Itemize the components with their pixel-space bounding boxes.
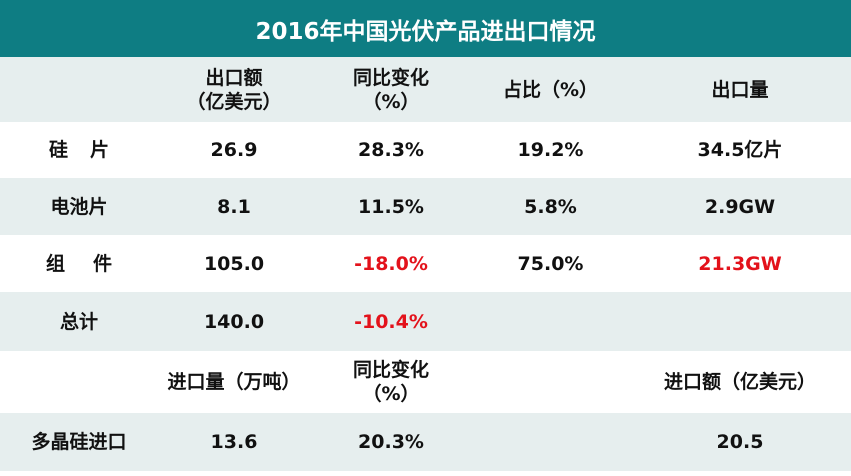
share-cell: 75.0% [472,235,629,292]
trade-table: 出口额 （亿美元） 同比变化 （%） 占比（%） 出口量 硅片 26.9 28.… [0,57,851,471]
header-share: 占比（%） [472,57,629,122]
yoy-cell: -18.0% [310,235,472,292]
table-row: 电池片 8.1 11.5% 5.8% 2.9GW [0,178,851,235]
import-volume-cell: 13.6 [158,413,310,471]
volume-cell: 2.9GW [629,178,851,235]
share-cell: 5.8% [472,178,629,235]
share-cell: 19.2% [472,122,629,178]
corner-cell [0,57,158,122]
table-row: 总计 140.0 -10.4% [0,292,851,351]
export-value-cell: 105.0 [158,235,310,292]
header-import-volume: 进口量（万吨） [158,351,310,413]
volume-cell: 34.5亿片 [629,122,851,178]
row-label: 组件 [0,235,158,292]
export-header-row: 出口额 （亿美元） 同比变化 （%） 占比（%） 出口量 [0,57,851,122]
header-export-volume: 出口量 [629,57,851,122]
import-value-cell: 20.5 [629,413,851,471]
volume-cell [629,292,851,351]
export-value-cell: 26.9 [158,122,310,178]
empty-cell [472,351,629,413]
import-yoy-cell: 20.3% [310,413,472,471]
yoy-cell: 28.3% [310,122,472,178]
table-row: 组件 105.0 -18.0% 75.0% 21.3GW [0,235,851,292]
row-label: 总计 [0,292,158,351]
corner-cell [0,351,158,413]
header-yoy: 同比变化 （%） [310,57,472,122]
table-row: 多晶硅进口 13.6 20.3% 20.5 [0,413,851,471]
yoy-cell: 11.5% [310,178,472,235]
yoy-cell: -10.4% [310,292,472,351]
share-cell [472,292,629,351]
export-value-cell: 8.1 [158,178,310,235]
header-import-yoy: 同比变化 （%） [310,351,472,413]
empty-cell [472,413,629,471]
table-title: 2016年中国光伏产品进出口情况 [0,0,851,57]
volume-cell: 21.3GW [629,235,851,292]
export-value-cell: 140.0 [158,292,310,351]
header-export-value: 出口额 （亿美元） [158,57,310,122]
row-label: 电池片 [0,178,158,235]
header-import-value: 进口额（亿美元） [629,351,851,413]
import-header-row: 进口量（万吨） 同比变化 （%） 进口额（亿美元） [0,351,851,413]
row-label: 硅片 [0,122,158,178]
row-label: 多晶硅进口 [0,413,158,471]
table-row: 硅片 26.9 28.3% 19.2% 34.5亿片 [0,122,851,178]
